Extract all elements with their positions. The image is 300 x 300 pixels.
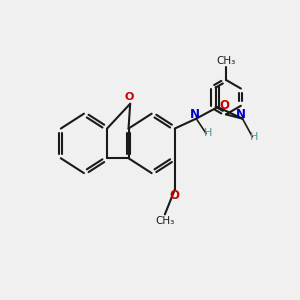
Text: O: O (170, 189, 180, 202)
Text: N: N (190, 108, 200, 121)
Text: CH₃: CH₃ (216, 56, 236, 66)
Text: H: H (203, 128, 212, 139)
Text: O: O (219, 99, 229, 112)
Text: H: H (250, 132, 258, 142)
Text: O: O (124, 92, 134, 102)
Text: CH₃: CH₃ (155, 216, 175, 226)
Text: N: N (236, 108, 246, 121)
